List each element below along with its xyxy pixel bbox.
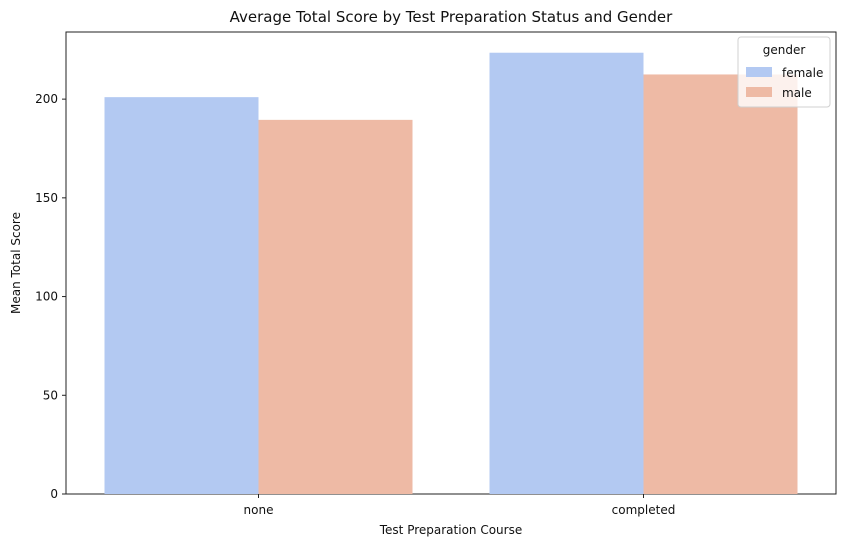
y-axis-label: Mean Total Score xyxy=(9,212,23,314)
plot-frame xyxy=(65,31,837,495)
bar-male-completed xyxy=(643,74,798,494)
chart-title: Average Total Score by Test Preparation … xyxy=(230,8,674,26)
bar-male-none xyxy=(258,119,413,494)
bars-group xyxy=(104,52,798,495)
bar-female-completed xyxy=(489,52,644,494)
legend-label-male: male xyxy=(782,86,812,100)
legend-title: gender xyxy=(763,43,806,57)
x-tick-label: none xyxy=(244,503,274,517)
y-tick-label: 150 xyxy=(35,191,58,205)
legend-swatch-female xyxy=(746,67,772,77)
y-axis: 0 50 100 150 200 xyxy=(35,92,66,501)
legend-label-female: female xyxy=(782,66,823,80)
y-tick-label: 0 xyxy=(50,487,58,501)
y-tick-label: 50 xyxy=(43,388,58,402)
legend: gender female male xyxy=(737,36,831,108)
legend-swatch-male xyxy=(746,87,772,97)
y-tick-label: 100 xyxy=(35,290,58,304)
y-tick-label: 200 xyxy=(35,92,58,106)
x-axis-label: Test Preparation Course xyxy=(379,523,522,537)
x-tick-label: completed xyxy=(612,503,676,517)
plot-area: 0 50 100 150 200 none completed gender female m… xyxy=(35,31,837,517)
bar-female-none xyxy=(104,97,259,495)
x-axis: none completed xyxy=(244,494,676,517)
